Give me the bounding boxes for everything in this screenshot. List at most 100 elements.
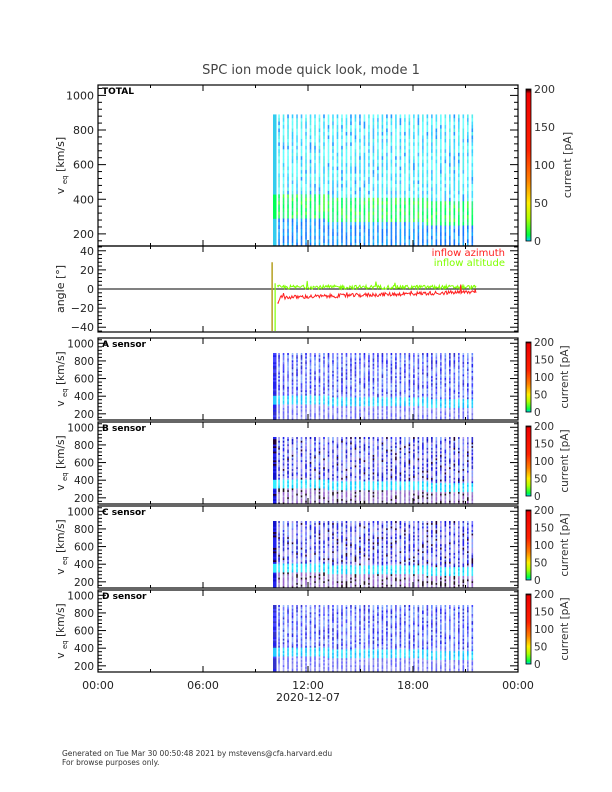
heatmap-cell xyxy=(372,456,375,459)
heatmap-cell xyxy=(314,386,316,389)
heatmap-cell xyxy=(318,486,321,489)
heatmap-cell xyxy=(422,395,424,398)
heatmap-cell xyxy=(395,456,397,459)
heatmap-cell xyxy=(368,204,370,209)
heatmap-cell xyxy=(305,502,307,505)
heatmap-cell xyxy=(449,190,451,195)
heatmap-cell xyxy=(377,375,379,378)
heatmap-cell xyxy=(278,149,280,153)
heatmap-cell xyxy=(345,204,348,209)
heatmap-cell xyxy=(341,128,343,133)
heatmap-cell xyxy=(381,402,384,405)
heatmap-cell xyxy=(363,352,366,356)
heatmap-cell xyxy=(350,363,352,366)
heatmap-cell xyxy=(386,440,388,443)
heatmap-cell xyxy=(377,149,379,153)
heatmap-cell xyxy=(444,142,447,146)
heatmap-cell xyxy=(332,239,334,243)
heatmap-cell xyxy=(291,242,294,247)
heatmap-cell xyxy=(291,121,294,126)
heatmap-cell xyxy=(345,169,348,174)
heatmap-cell xyxy=(413,484,415,487)
heatmap-cell xyxy=(300,356,303,359)
heatmap-cell xyxy=(287,375,289,378)
heatmap-cell xyxy=(372,447,375,450)
heatmap-cell xyxy=(287,155,289,160)
heatmap-cell xyxy=(453,352,456,356)
heatmap-cell xyxy=(449,200,451,205)
heatmap-cell xyxy=(278,418,280,421)
heatmap-cell xyxy=(332,451,334,454)
heatmap-cell xyxy=(435,121,438,126)
heatmap-cell xyxy=(336,466,339,470)
heatmap-cell xyxy=(417,375,420,378)
heatmap-cell xyxy=(354,463,357,466)
heatmap-cell xyxy=(404,493,406,496)
heatmap-cell xyxy=(458,183,460,188)
heatmap-cell xyxy=(300,500,303,503)
heatmap-cell xyxy=(359,232,361,236)
heatmap-cell xyxy=(354,400,357,403)
heatmap-cell xyxy=(291,162,294,167)
heatmap-cell xyxy=(332,412,334,416)
heatmap-cell xyxy=(278,242,280,247)
heatmap-cell xyxy=(300,395,303,398)
heatmap-cell xyxy=(377,242,379,247)
heatmap-cell xyxy=(305,138,307,143)
heatmap-cell xyxy=(341,470,343,473)
heatmap-cell xyxy=(323,152,325,157)
heatmap-cell xyxy=(305,384,307,387)
heatmap-cell xyxy=(327,152,330,157)
heatmap-cell xyxy=(458,368,460,371)
heatmap-cell xyxy=(296,395,298,398)
heatmap-cell xyxy=(296,409,298,412)
y-tick-label: 1000 xyxy=(66,89,94,102)
heatmap-cell xyxy=(431,145,433,150)
heatmap-cell xyxy=(458,388,460,391)
heatmap-cell xyxy=(390,416,393,419)
heatmap-cell xyxy=(345,496,348,500)
heatmap-cell xyxy=(363,486,366,489)
heatmap-cell xyxy=(386,474,388,477)
heatmap-cell xyxy=(377,456,379,459)
heatmap-cell xyxy=(372,135,375,139)
heatmap-cell xyxy=(386,382,388,386)
heatmap-cell xyxy=(291,214,294,219)
heatmap-cell xyxy=(296,447,298,450)
heatmap-cell xyxy=(287,451,289,454)
heatmap-cell xyxy=(395,377,397,380)
heatmap-cell xyxy=(467,207,469,212)
heatmap-cell xyxy=(345,416,348,419)
heatmap-cell xyxy=(345,131,348,136)
y-axis-label: v eq [km/s] xyxy=(55,351,69,406)
heatmap-cell xyxy=(458,363,460,366)
heatmap-cell xyxy=(377,444,379,447)
heatmap-cell xyxy=(417,370,420,373)
heatmap-cell xyxy=(332,242,334,247)
heatmap-cell xyxy=(381,374,384,377)
heatmap-cell xyxy=(390,384,393,387)
heatmap-cell xyxy=(287,418,289,421)
heatmap-cell xyxy=(453,354,456,357)
series-line-inflow-altitude xyxy=(276,280,477,291)
y-tick-label: 20 xyxy=(80,264,94,277)
heatmap-cell xyxy=(332,360,334,363)
heatmap-cell xyxy=(413,211,415,216)
heatmap-cell xyxy=(282,391,285,394)
heatmap-cell xyxy=(336,375,339,378)
heatmap-cell xyxy=(399,354,402,357)
heatmap-cell xyxy=(381,451,384,454)
heatmap-cell xyxy=(417,438,420,441)
heatmap-cell xyxy=(305,454,307,457)
heatmap-cell xyxy=(282,374,285,377)
heatmap-cell xyxy=(359,388,361,391)
heatmap-cell xyxy=(318,218,321,223)
heatmap-cell xyxy=(345,367,348,370)
heatmap-cell xyxy=(359,379,361,382)
heatmap-cell xyxy=(372,242,375,247)
heatmap-cell xyxy=(309,135,312,139)
heatmap-cell xyxy=(363,449,366,452)
heatmap-cell xyxy=(440,411,442,414)
heatmap-cell xyxy=(372,468,375,471)
heatmap-cell xyxy=(404,481,406,484)
